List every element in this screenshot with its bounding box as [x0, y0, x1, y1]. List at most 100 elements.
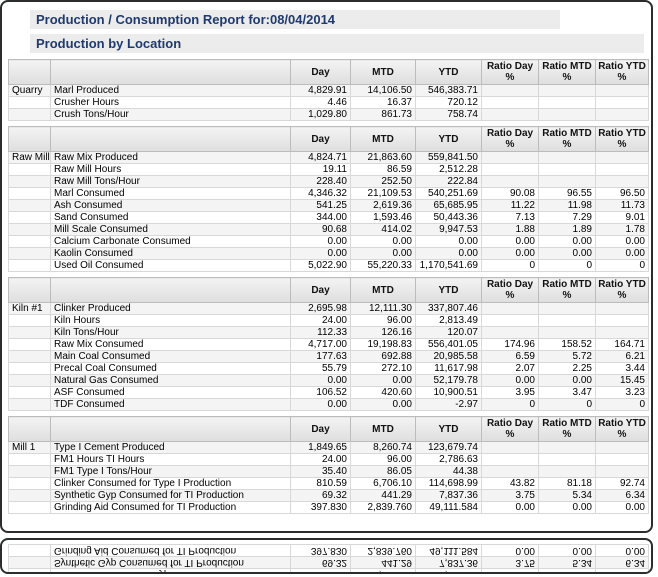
value-cell: 10,900.51: [415, 386, 482, 399]
percent-sign: %: [617, 429, 627, 440]
group-label-cell: [8, 235, 51, 248]
group-label-cell: [8, 544, 51, 557]
percent-sign: %: [617, 139, 627, 150]
column-header: Ratio Day%: [481, 59, 539, 85]
value-cell: 24.00: [290, 314, 351, 327]
metric-label-cell: Marl Consumed: [50, 187, 291, 200]
column-header-line: Ratio YTD: [598, 418, 646, 429]
group-label-cell: [8, 199, 51, 212]
group-label-cell: Kiln #1: [8, 302, 51, 315]
column-header-line: Ratio YTD: [598, 279, 646, 290]
metric-label-cell: Main Coal Consumed: [50, 350, 291, 363]
value-cell: 96.55: [538, 187, 596, 200]
value-cell: 112.33: [290, 326, 351, 339]
value-cell: 0.00: [290, 235, 351, 248]
table-row: Clinker Consumed for Type I Production81…: [8, 568, 649, 572]
value-cell: 86.59: [350, 163, 416, 176]
value-cell: 21,109.53: [350, 187, 416, 200]
metric-label-cell: FM1 Type I Tons/Hour: [50, 465, 291, 478]
value-cell: [481, 326, 539, 339]
value-cell: [595, 96, 649, 109]
value-cell: 6.21: [595, 350, 649, 363]
percent-sign: %: [617, 72, 627, 83]
column-header-line: Ratio Day: [486, 61, 534, 72]
value-cell: 228.40: [290, 175, 351, 188]
column-header-line: Ratio YTD: [598, 128, 646, 139]
percent-sign: %: [617, 290, 627, 301]
table-row: Raw Mix Consumed 4,717.00 19,198.83 556,401…: [8, 338, 649, 351]
table-row: Marl Consumed 4,346.32 21,109.53 540,251.69…: [8, 187, 649, 200]
header-row: Day MTD YTD Ratio Day% Ratio MTD% Ratio YTD%: [8, 277, 649, 303]
value-cell: 96.00: [350, 453, 416, 466]
value-cell: 0.00: [595, 501, 649, 514]
group-label-cell: [8, 108, 51, 121]
percent-sign: %: [505, 139, 515, 150]
value-cell: 861.73: [350, 108, 416, 121]
table-row: Synthetic Gyp Consumed for TI Production…: [8, 489, 649, 502]
value-cell: 114,698.99: [415, 568, 482, 572]
value-cell: 810.59: [290, 477, 351, 490]
percent-sign: %: [505, 290, 515, 301]
value-cell: 5,022.90: [290, 259, 351, 272]
table-row: Ash Consumed 541.25 2,619.36 65,685.95 11.22…: [8, 199, 649, 212]
column-header: Ratio Day%: [481, 416, 539, 442]
value-cell: 3.47: [538, 386, 596, 399]
value-cell: [595, 465, 649, 478]
value-cell: 20,985.58: [415, 350, 482, 363]
table-row: Crusher Hours 4.46 16.37 720.12: [8, 96, 649, 109]
value-cell: 43.82: [481, 477, 539, 490]
value-cell: [481, 465, 539, 478]
value-cell: 5.34: [538, 489, 596, 502]
value-cell: 43.82: [481, 568, 539, 572]
group-label-cell: [8, 326, 51, 339]
table-row: Mill Scale Consumed 90.68 414.02 9,947.53 1.…: [8, 223, 649, 236]
value-cell: [538, 108, 596, 121]
value-cell: [595, 326, 649, 339]
value-cell: 90.08: [481, 187, 539, 200]
production-table-mill-1: Day MTD YTD Ratio Day% Ratio MTD% Ratio YTD% M…: [8, 416, 649, 514]
value-cell: 52,179.78: [415, 374, 482, 387]
production-table-kiln-1: Day MTD YTD Ratio Day% Ratio MTD% Ratio YTD% K…: [8, 277, 649, 411]
value-cell: 2.25: [538, 362, 596, 375]
value-cell: [538, 84, 596, 97]
value-cell: 6,706.10: [350, 477, 416, 490]
metric-label-cell: Marl Produced: [50, 84, 291, 97]
value-cell: 2,619.36: [350, 199, 416, 212]
value-cell: [481, 441, 539, 454]
value-cell: 0.00: [415, 247, 482, 260]
value-cell: 174.96: [481, 338, 539, 351]
metric-label-cell: Mill Scale Consumed: [50, 223, 291, 236]
metric-label-cell: Kaolin Consumed: [50, 247, 291, 260]
table-row: FM1 Hours TI Hours 24.00 96.00 2,786.63: [8, 453, 649, 466]
group-label-cell: [8, 398, 51, 411]
group-label-cell: [8, 211, 51, 224]
value-cell: 540,251.69: [415, 187, 482, 200]
table-row: Mill 1 Type I Cement Produced 1,849.65 8,26…: [8, 441, 649, 454]
value-cell: [481, 84, 539, 97]
value-cell: [538, 326, 596, 339]
value-cell: 7,837.36: [415, 489, 482, 502]
corner-cell: [50, 277, 291, 303]
metric-label-cell: ASF Consumed: [50, 386, 291, 399]
corner-cell: [8, 277, 51, 303]
group-label-cell: [8, 465, 51, 478]
value-cell: 0.00: [350, 247, 416, 260]
metric-label-cell: Clinker Consumed for Type I Production: [50, 568, 291, 572]
table-row: Raw Mill Tons/Hour 228.40 252.50 222.84: [8, 175, 649, 188]
value-cell: 69.32: [290, 489, 351, 502]
metric-label-cell: Natural Gas Consumed: [50, 374, 291, 387]
value-cell: [595, 175, 649, 188]
group-label-cell: [8, 386, 51, 399]
group-label-cell: [8, 247, 51, 260]
metric-label-cell: FM1 Hours TI Hours: [50, 453, 291, 466]
column-header-line: Ratio YTD: [598, 61, 646, 72]
value-cell: 441.29: [350, 556, 416, 569]
value-cell: 106.52: [290, 386, 351, 399]
value-cell: 0.00: [481, 544, 539, 557]
column-header: MTD: [350, 59, 416, 85]
value-cell: 0.00: [350, 235, 416, 248]
header-row: Day MTD YTD Ratio Day% Ratio MTD% Ratio YTD%: [8, 59, 649, 85]
column-header-line: Ratio MTD: [542, 418, 592, 429]
table-row: Calcium Carbonate Consumed 0.00 0.00 0.00 0.…: [8, 235, 649, 248]
